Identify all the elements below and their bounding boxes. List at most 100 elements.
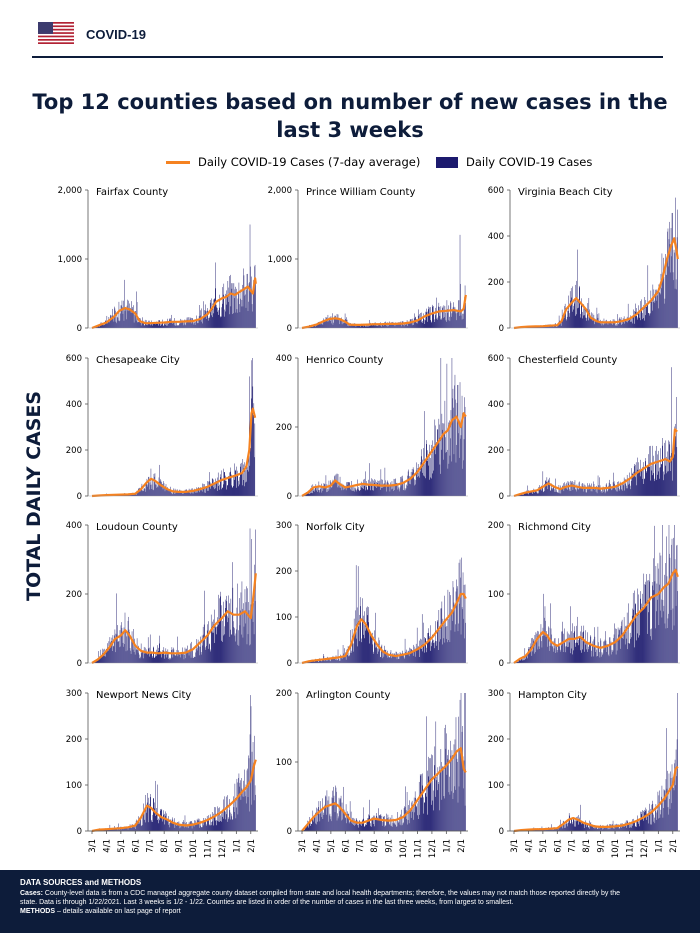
y-tick-label: 600	[488, 354, 504, 364]
y-tick-label: 0	[77, 659, 82, 669]
x-tick-label: 8/1	[582, 839, 592, 853]
header-divider	[32, 56, 663, 58]
footer-cases-text-1: County-level data is from a CDC managed …	[44, 890, 621, 897]
y-tick-label: 100	[66, 781, 82, 791]
legend-bar-swatch	[436, 157, 458, 168]
y-tick-label: 200	[66, 735, 82, 745]
y-tick-label: 300	[276, 521, 292, 531]
x-tick-label: 2/1	[457, 839, 467, 853]
y-tick-label: 400	[488, 400, 504, 410]
x-tick-label: 4/1	[312, 839, 322, 853]
x-tick-label: 12/1	[428, 839, 438, 858]
x-tick-label: 1/1	[442, 839, 452, 853]
avg-line-newport-news-city	[91, 759, 257, 833]
y-tick-label: 200	[276, 689, 292, 699]
panel-title-henrico-county: Henrico County	[306, 355, 383, 366]
y-tick-label: 200	[488, 521, 504, 531]
panel-title-chesterfield-county: Chesterfield County	[518, 355, 617, 366]
panel-title-richmond-city: Richmond City	[518, 522, 591, 533]
x-tick-label: 3/1	[510, 839, 520, 853]
x-tick-label: 10/1	[189, 839, 199, 858]
x-tick-label: 10/1	[611, 839, 621, 858]
y-tick-label: 0	[499, 827, 504, 837]
x-tick-label: 1/1	[232, 839, 242, 853]
y-tick-label: 200	[276, 423, 292, 433]
y-tick-label: 100	[276, 758, 292, 768]
y-tick-label: 200	[488, 735, 504, 745]
y-tick-label: 0	[287, 827, 292, 837]
y-tick-label: 600	[66, 354, 82, 364]
y-tick-label: 400	[66, 400, 82, 410]
x-tick-label: 11/1	[625, 839, 635, 858]
x-tick-label: 7/1	[356, 839, 366, 853]
x-tick-label: 3/1	[88, 839, 98, 853]
y-tick-label: 2,000	[58, 186, 82, 196]
x-tick-label: 4/1	[102, 839, 112, 853]
footer-cases-line-1: Cases: County-level data is from a CDC m…	[20, 889, 685, 898]
footer-methods-label: METHODS	[20, 908, 55, 915]
avg-line-fairfax-county	[91, 277, 257, 330]
y-tick-label: 300	[488, 689, 504, 699]
x-tick-label: 7/1	[568, 839, 578, 853]
y-tick-label: 400	[276, 354, 292, 364]
footer-heading: DATA SOURCES and METHODS	[20, 878, 142, 887]
x-tick-label: 12/1	[640, 839, 650, 858]
x-tick-label: 9/1	[385, 839, 395, 853]
panel-title-arlington-county: Arlington County	[306, 690, 390, 701]
x-tick-label: 1/1	[654, 839, 664, 853]
chart-legend: Daily COVID-19 Cases (7-day average) Dai…	[0, 154, 700, 172]
avg-line-chesterfield-county	[513, 428, 678, 498]
x-tick-label: 5/1	[539, 839, 549, 853]
panel-title-norfolk-city: Norfolk City	[306, 522, 365, 533]
x-tick-label: 8/1	[370, 839, 380, 853]
y-tick-label: 1,000	[268, 255, 292, 265]
x-tick-label: 9/1	[175, 839, 185, 853]
x-tick-label: 2/1	[669, 839, 679, 853]
legend-bar-label: Daily COVID-19 Cases	[466, 155, 593, 169]
y-tick-label: 200	[66, 446, 82, 456]
y-tick-label: 200	[488, 278, 504, 288]
x-tick-label: 7/1	[146, 839, 156, 853]
header-title: COVID-19	[86, 27, 146, 42]
avg-line-hampton-city	[513, 765, 679, 833]
x-tick-label: 10/1	[399, 839, 409, 858]
x-tick-label: 11/1	[413, 839, 423, 858]
panel-title-hampton-city: Hampton City	[518, 690, 587, 701]
y-tick-label: 0	[77, 324, 82, 334]
x-tick-label: 11/1	[203, 839, 213, 858]
us-flag-icon	[38, 22, 74, 44]
panel-title-newport-news-city: Newport News City	[96, 690, 191, 701]
footer: DATA SOURCES and METHODS Cases: County-l…	[0, 870, 700, 933]
y-tick-label: 0	[287, 659, 292, 669]
y-tick-label: 200	[276, 567, 292, 577]
footer-cases-line-2: state. Data is through 1/22/2021. Last 3…	[20, 899, 514, 906]
y-tick-label: 0	[499, 324, 504, 334]
y-tick-label: 0	[499, 659, 504, 669]
x-tick-label: 8/1	[160, 839, 170, 853]
chart-grid: 0 1,000 2,000 Fairfax County 0 1,000 2,000 Prin…	[58, 186, 680, 858]
x-tick-label: 5/1	[117, 839, 127, 853]
y-tick-label: 0	[287, 324, 292, 334]
y-tick-label: 2,000	[268, 186, 292, 196]
footer-methods-text: – details available on last page of repo…	[55, 908, 181, 915]
y-tick-label: 300	[66, 689, 82, 699]
y-tick-label: 0	[77, 492, 82, 502]
y-tick-label: 0	[287, 492, 292, 502]
x-tick-label: 12/1	[218, 839, 228, 858]
y-tick-label: 600	[488, 186, 504, 196]
y-tick-label: 0	[77, 827, 82, 837]
y-tick-label: 400	[488, 232, 504, 242]
x-tick-label: 4/1	[524, 839, 534, 853]
footer-methods-line: METHODS – details available on last page…	[20, 907, 685, 916]
panel-title-chesapeake-city: Chesapeake City	[96, 355, 180, 366]
legend-line-swatch	[166, 161, 190, 164]
avg-line-henrico-county	[301, 412, 467, 497]
x-tick-label: 6/1	[131, 839, 141, 853]
x-tick-label: 6/1	[341, 839, 351, 853]
avg-line-prince-william-county	[301, 294, 467, 330]
x-tick-label: 9/1	[597, 839, 607, 853]
y-tick-label: 400	[66, 521, 82, 531]
y-tick-label: 100	[488, 590, 504, 600]
y-tick-label: 200	[66, 590, 82, 600]
x-tick-label: 2/1	[247, 839, 257, 853]
